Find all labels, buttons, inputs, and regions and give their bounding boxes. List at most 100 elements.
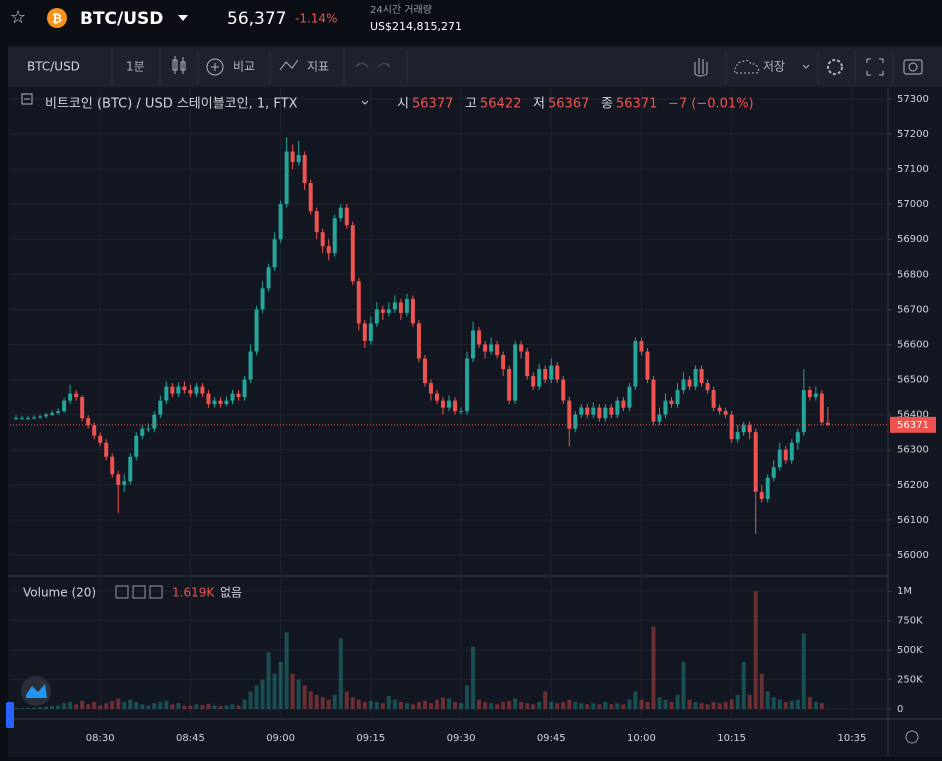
candle-body (116, 474, 120, 485)
volume-bar (778, 700, 782, 709)
chart-title: 비트코인 (BTC) / USD 스테이블코인, 1, FTX (45, 97, 298, 112)
candle-body (206, 394, 210, 405)
candle-body (231, 394, 235, 401)
y-tick-label: 56800 (897, 269, 929, 280)
candle-body (742, 425, 746, 432)
candle-body (50, 413, 54, 415)
candle-body (399, 302, 403, 313)
candle-body (249, 351, 253, 379)
volume-bar (74, 704, 78, 709)
volume-bar (585, 704, 589, 709)
volume-bar (766, 691, 770, 709)
candle-body (465, 359, 469, 412)
volume-bar (754, 591, 758, 709)
candle-body (585, 408, 589, 415)
volume-bar (92, 702, 96, 709)
volume-bar (507, 701, 511, 709)
volume-label: 24시간 거래량 (370, 4, 432, 16)
candle-body (363, 323, 367, 341)
volume-bar (297, 680, 301, 709)
candle-body (657, 415, 661, 422)
volume-bar (44, 707, 48, 709)
compare[interactable]: 비교 (233, 60, 255, 74)
volume-bar (62, 703, 66, 709)
volume-bar (645, 702, 649, 709)
interval[interactable]: 1분 (126, 60, 145, 74)
volume-bar (621, 704, 625, 709)
candle-body (170, 387, 174, 394)
volume-bar (802, 634, 806, 709)
candle-body (303, 155, 307, 183)
toolbar-symbol[interactable]: BTC/USD (27, 60, 80, 74)
candle-body (567, 401, 571, 429)
candle-body (152, 415, 156, 429)
volume-bar (573, 702, 577, 709)
candle-body (218, 401, 222, 405)
y-tick-label: 57000 (897, 199, 929, 210)
star-icon[interactable]: ☆ (10, 7, 26, 28)
volume-bar (730, 700, 734, 709)
x-tick-label: 08:30 (86, 733, 115, 744)
candle-body (26, 418, 30, 419)
candle-body (279, 204, 283, 239)
volume-bar (483, 702, 487, 709)
volume-bar (633, 691, 637, 709)
candle-body (243, 380, 247, 398)
volume-bar (760, 674, 764, 709)
save[interactable]: 저장 (763, 60, 785, 74)
volume-bar (453, 702, 457, 709)
volume-title: Volume (20) (23, 586, 96, 600)
candle-body (519, 344, 523, 351)
volume-bar (742, 662, 746, 709)
candle-body (633, 341, 637, 387)
volume-bar (309, 691, 313, 709)
volume-bar (477, 700, 481, 709)
volume-bar (291, 674, 295, 709)
candle-body (273, 239, 277, 267)
volume-bar (369, 701, 373, 709)
volume-bar (688, 700, 692, 709)
volume-bar (104, 703, 108, 709)
candle-body (784, 450, 788, 461)
volume-bar (501, 702, 505, 709)
y-tick-label: 56600 (897, 339, 929, 350)
candle-body (381, 309, 385, 313)
indicators[interactable]: 지표 (307, 60, 329, 74)
candle-body (447, 401, 451, 408)
volume-bar (615, 703, 619, 709)
volume-bar (543, 691, 547, 709)
candle-body (44, 415, 48, 417)
ohlc-label: 저 (533, 97, 545, 112)
volume-bar (98, 706, 102, 710)
volume-bar (200, 705, 204, 709)
candle-body (291, 152, 295, 163)
candle-body (435, 394, 439, 401)
candle-body (579, 408, 583, 415)
ohlc-label: 시 (397, 97, 409, 112)
candle-body (104, 443, 108, 457)
candle-body (573, 415, 577, 429)
candle-body (700, 369, 704, 383)
candle-body (790, 443, 794, 461)
ohlc-value: 56422 (480, 97, 521, 112)
price: 56,377 (227, 9, 286, 29)
volume-bar (718, 703, 722, 709)
candle-body (92, 425, 96, 436)
candle-body (712, 390, 716, 408)
candle-body (495, 344, 499, 355)
candle-body (507, 369, 511, 401)
volume-bar (706, 704, 710, 709)
volume-bar (158, 702, 162, 709)
symbol: BTC/USD (80, 9, 163, 29)
volume-bar (627, 700, 631, 709)
volume-bar (273, 674, 277, 709)
volume-bar (639, 700, 643, 709)
side-toggle[interactable] (6, 702, 14, 728)
candle-body (86, 418, 90, 425)
volume-bar (579, 703, 583, 709)
volume-bar (784, 702, 788, 709)
candle-body (441, 401, 445, 408)
candle-body (333, 218, 337, 253)
candle-body (38, 416, 42, 417)
